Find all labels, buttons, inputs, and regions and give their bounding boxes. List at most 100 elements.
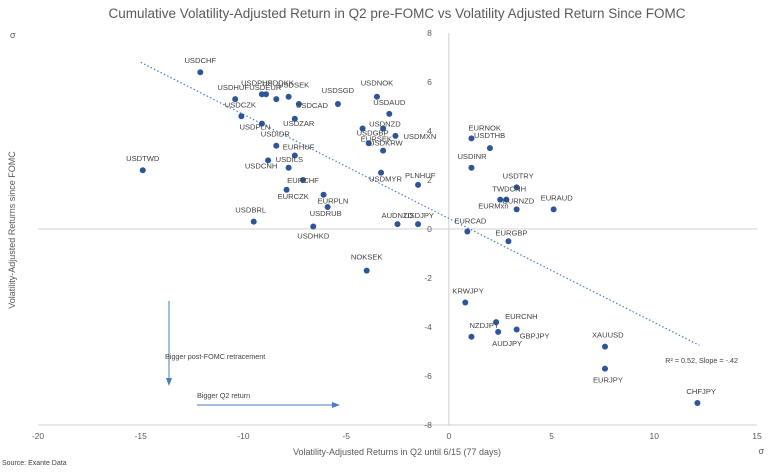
- point-label: USDDKK: [262, 78, 294, 87]
- data-point: [232, 96, 239, 103]
- data-point: [513, 206, 520, 213]
- source-note: Source: Exante Data: [2, 460, 67, 467]
- data-point: [324, 203, 331, 210]
- data-point: [415, 181, 422, 188]
- point-label: USDGBP: [357, 129, 389, 138]
- x-tick-label: -10: [237, 431, 250, 441]
- point-label: EURCZK: [278, 192, 309, 201]
- point-label: USDMXN: [403, 132, 436, 141]
- data-points: USDTWD USDCHF USDHUF USDCZK USDPHPUSDDKKUSDE…: [126, 56, 716, 406]
- point-label: KRWJPY: [452, 287, 484, 296]
- x-axis-label: Volatility-Adjusted Returns in Q2 until …: [293, 447, 501, 457]
- point-label: USDILS: [276, 155, 303, 164]
- data-point: [380, 147, 387, 154]
- data-point: [300, 177, 307, 183]
- point-label: PLNHUF: [405, 171, 436, 180]
- data-point: [468, 164, 475, 171]
- point-label: USDIDR: [261, 130, 291, 139]
- point-label: NZDJPY: [469, 321, 499, 330]
- data-point: [550, 206, 557, 213]
- data-point: [258, 91, 265, 98]
- bigger-q2-return-label: Bigger Q2 return: [197, 391, 250, 400]
- data-point: [283, 186, 290, 193]
- point-label: TWDCNH: [492, 185, 526, 194]
- annotation-arrows: [166, 301, 340, 408]
- data-point: [310, 223, 317, 230]
- point-label: USDKRW: [369, 139, 403, 148]
- y-tick-label: 2: [427, 175, 432, 185]
- data-point: [497, 196, 504, 203]
- point-label: EURSEK: [361, 134, 392, 143]
- point-label: EURCAD: [454, 216, 487, 225]
- point-label: USDCZK: [225, 100, 256, 109]
- point-label: XAUUSD: [592, 331, 624, 340]
- point-label: USDBRL: [235, 206, 266, 215]
- y-tick-label: -8: [424, 420, 432, 430]
- point-label: USDCNH: [245, 161, 278, 170]
- point-label: AUDJPY: [492, 339, 522, 348]
- data-point: [493, 319, 500, 326]
- data-point: [359, 125, 366, 132]
- point-label: EURAUD: [541, 193, 574, 202]
- point-label: EURJPY: [593, 376, 623, 385]
- point-label: USDMYR: [369, 175, 402, 184]
- y-tick-label: -2: [424, 273, 432, 283]
- x-unit-label: σ: [758, 446, 764, 456]
- data-point: [503, 196, 510, 203]
- y-tick-label: -4: [424, 322, 432, 332]
- point-label: USDCAD: [296, 101, 329, 110]
- point-label: USDNZD: [369, 120, 401, 129]
- data-point: [238, 113, 245, 120]
- data-point: [468, 135, 475, 142]
- data-point: [250, 218, 257, 225]
- x-tick-label: -20: [32, 431, 45, 441]
- tick-labels: -20 -15 -10 -5 0 5 10 15 8 6 4 2 0 -2 -4 -6 -8: [32, 28, 762, 441]
- x-tick-label: -5: [342, 431, 350, 441]
- trend-label: R² = 0.52, Slope = -.42: [665, 356, 738, 365]
- data-point: [462, 299, 469, 306]
- point-label: USDTRY: [503, 171, 534, 180]
- data-point: [505, 238, 512, 245]
- point-label: EURNZD: [503, 196, 535, 205]
- vertical-arrow-head: [166, 378, 172, 386]
- data-point: [380, 125, 387, 132]
- y-tick-label: 8: [427, 28, 432, 38]
- point-label: USDSEK: [278, 81, 309, 90]
- point-label: USDPLN: [240, 123, 271, 132]
- data-point: [392, 132, 399, 139]
- data-point: [363, 267, 370, 274]
- point-label: GBPJPY: [520, 331, 550, 340]
- data-point: [197, 69, 204, 76]
- data-point: [601, 365, 608, 372]
- point-label: EURCHF: [287, 176, 319, 185]
- data-point: [495, 328, 502, 335]
- data-point: [386, 110, 393, 117]
- x-tick-label: 15: [752, 431, 762, 441]
- data-point: [139, 167, 146, 174]
- trendline: [140, 61, 700, 346]
- data-point: [378, 169, 385, 176]
- point-label: USDCHF: [184, 56, 216, 65]
- data-point: [320, 191, 327, 198]
- y-tick-label: 4: [427, 126, 432, 136]
- point-label: USDJPY: [404, 211, 434, 220]
- point-label: EURPLN: [318, 197, 349, 206]
- data-point: [365, 140, 372, 147]
- data-point: [486, 145, 493, 152]
- point-label: USDZAR: [283, 119, 315, 128]
- data-point: [265, 157, 272, 164]
- point-label: AUDNZD: [382, 211, 414, 220]
- y-axis-label: Volatility-Adjusted Returns since FOMC: [7, 151, 17, 309]
- data-point: [513, 326, 520, 333]
- y-unit-label: σ: [10, 30, 16, 40]
- point-label: EURNOK: [468, 123, 501, 132]
- point-label: USDSGD: [322, 86, 355, 95]
- y-tick-label: 6: [427, 77, 432, 87]
- point-label: USDHUF: [217, 83, 249, 92]
- data-point: [273, 96, 280, 103]
- point-label: USDINR: [457, 152, 487, 161]
- point-label: USDEUR: [249, 83, 282, 92]
- data-point: [464, 228, 471, 235]
- point-label: USDNOK: [361, 79, 394, 88]
